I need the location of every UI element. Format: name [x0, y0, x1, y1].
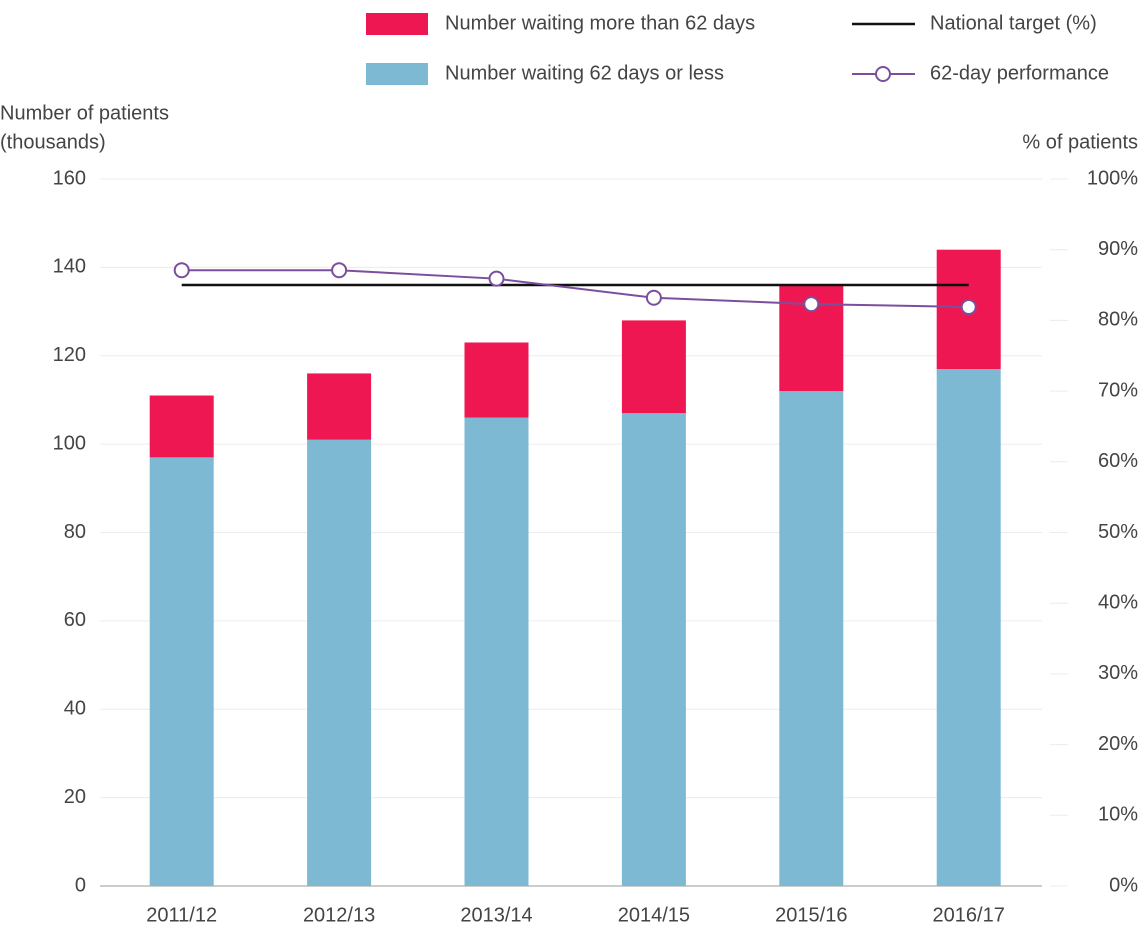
y2-tick-label: 90%: [1098, 238, 1138, 260]
y-tick-label: 20: [64, 786, 86, 808]
y2-tick-label: 70%: [1098, 379, 1138, 401]
x-tick-label: 2013/14: [460, 904, 532, 926]
y-tick-label: 60: [64, 609, 86, 631]
x-tick-label: 2015/16: [775, 904, 847, 926]
bar-segment: [149, 457, 214, 886]
legend-swatch: [875, 66, 891, 82]
legend-label: 62-day performance: [930, 62, 1109, 84]
y2-tick-label: 40%: [1098, 591, 1138, 613]
y2-tick-label: 20%: [1098, 733, 1138, 755]
y2-tick-label: 100%: [1087, 167, 1138, 189]
bar-segment: [779, 391, 844, 886]
legend-label: Number waiting 62 days or less: [445, 62, 724, 84]
y2-tick-label: 0%: [1109, 874, 1138, 896]
x-tick-label: 2012/13: [303, 904, 375, 926]
bar-segment: [621, 320, 686, 414]
bar-segment: [307, 373, 372, 440]
x-tick-label: 2014/15: [618, 904, 690, 926]
bar-segment: [464, 342, 529, 418]
bar-segment: [149, 395, 214, 458]
y-tick-label: 0: [75, 874, 86, 896]
y2-tick-label: 30%: [1098, 662, 1138, 684]
bar-segment: [621, 413, 686, 886]
performance-point: [960, 298, 977, 315]
y2-tick-label: 10%: [1098, 804, 1138, 826]
y-tick-label: 160: [53, 167, 86, 189]
legend-label: National target (%): [930, 12, 1097, 34]
y-tick-label: 120: [53, 344, 86, 366]
y2-tick-label: 80%: [1098, 309, 1138, 331]
y-tick-label: 140: [53, 256, 86, 278]
y-tick-label: 80: [64, 521, 86, 543]
x-tick-label: 2011/12: [146, 904, 217, 926]
bar-segment: [464, 417, 529, 886]
legend-swatch: [366, 63, 428, 85]
bar-segment: [936, 369, 1001, 887]
performance-line: [181, 269, 969, 308]
y2-tick-label: 50%: [1098, 521, 1138, 543]
bar-segment: [307, 439, 372, 886]
legend-swatch: [366, 13, 428, 35]
legend-label: Number waiting more than 62 days: [445, 12, 755, 34]
y2-tick-label: 60%: [1098, 450, 1138, 472]
performance-point: [488, 270, 505, 287]
y-tick-label: 40: [64, 698, 86, 720]
y2-axis-label: % of patients: [1022, 131, 1138, 153]
x-tick-label: 2016/17: [933, 904, 1005, 926]
y-tick-label: 100: [53, 432, 86, 454]
performance-point: [331, 262, 348, 279]
performance-point: [645, 289, 662, 306]
y-axis-label: (thousands): [0, 131, 106, 153]
performance-point: [173, 262, 190, 279]
y-axis-label: Number of patients: [0, 102, 169, 124]
performance-point: [803, 296, 820, 313]
